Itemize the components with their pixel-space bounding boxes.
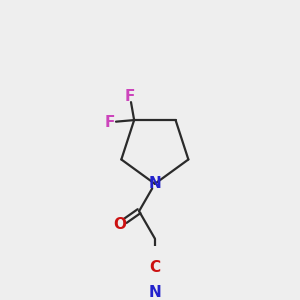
Text: N: N (148, 176, 161, 191)
Text: F: F (105, 115, 115, 130)
Text: C: C (149, 260, 161, 275)
Text: F: F (125, 88, 135, 104)
Text: N: N (148, 284, 161, 299)
Text: O: O (114, 217, 127, 232)
